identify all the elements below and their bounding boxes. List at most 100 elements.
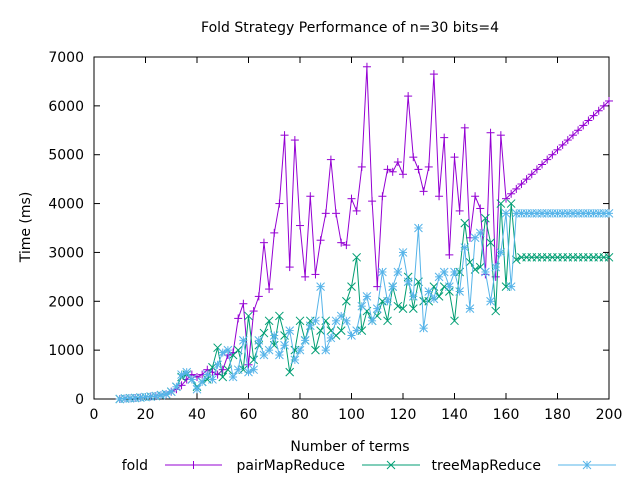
data-point-treeMapReduce bbox=[604, 208, 614, 218]
data-point-fold bbox=[605, 96, 613, 105]
data-point-fold bbox=[388, 167, 397, 176]
data-point-treeMapReduce bbox=[233, 365, 243, 375]
data-point-treeMapReduce bbox=[264, 345, 274, 355]
data-point-pairMapReduce bbox=[408, 304, 418, 313]
data-point-treeMapReduce bbox=[486, 296, 495, 306]
data-point-fold bbox=[538, 160, 547, 169]
data-point-fold bbox=[368, 197, 377, 206]
data-point-treeMapReduce bbox=[290, 355, 300, 365]
y-tick-label: 7000 bbox=[48, 50, 84, 66]
data-point-pairMapReduce bbox=[341, 296, 351, 306]
y-tick-label: 1000 bbox=[48, 343, 84, 359]
data-point-fold bbox=[424, 162, 433, 171]
data-point-treeMapReduce bbox=[424, 287, 434, 296]
data-point-treeMapReduce bbox=[352, 326, 362, 335]
data-point-pairMapReduce bbox=[259, 328, 269, 338]
series-line-fold bbox=[119, 66, 610, 400]
data-point-fold bbox=[574, 126, 583, 135]
data-point-treeMapReduce bbox=[280, 340, 289, 350]
data-point-pairMapReduce bbox=[481, 213, 490, 223]
data-point-treeMapReduce bbox=[455, 287, 465, 296]
y-axis-title: Time (ms) bbox=[18, 192, 34, 264]
x-tick-label: 0 bbox=[90, 407, 99, 423]
data-point-treeMapReduce bbox=[481, 267, 490, 277]
data-point-treeMapReduce bbox=[156, 390, 166, 400]
data-point-fold bbox=[234, 314, 243, 323]
data-point-fold bbox=[435, 192, 444, 201]
data-point-fold bbox=[316, 236, 325, 245]
data-point-treeMapReduce bbox=[326, 333, 336, 343]
data-point-pairMapReduce bbox=[352, 252, 362, 262]
data-point-fold bbox=[419, 187, 428, 196]
data-point-fold bbox=[502, 194, 510, 203]
data-point-fold bbox=[496, 131, 505, 140]
data-point-treeMapReduce bbox=[460, 243, 470, 252]
data-point-pairMapReduce bbox=[264, 316, 274, 326]
data-point-pairMapReduce bbox=[218, 372, 228, 382]
x-tick-label: 180 bbox=[544, 407, 571, 423]
data-point-treeMapReduce bbox=[419, 323, 428, 333]
data-point-fold bbox=[342, 241, 351, 250]
data-point-treeMapReduce bbox=[321, 345, 331, 355]
data-point-fold bbox=[326, 155, 335, 164]
data-point-treeMapReduce bbox=[372, 304, 382, 313]
data-point-fold bbox=[337, 238, 346, 247]
data-point-fold bbox=[522, 175, 531, 184]
data-point-fold bbox=[249, 307, 258, 316]
data-point-fold bbox=[568, 131, 577, 140]
data-point-treeMapReduce bbox=[378, 267, 387, 277]
data-point-pairMapReduce bbox=[491, 306, 501, 316]
data-point-fold bbox=[450, 153, 459, 162]
data-point-treeMapReduce bbox=[275, 350, 284, 360]
x-tick-label: 60 bbox=[240, 407, 258, 423]
data-point-treeMapReduce bbox=[408, 292, 418, 301]
data-point-pairMapReduce bbox=[311, 345, 320, 355]
data-point-fold bbox=[254, 292, 263, 301]
x-tick-label: 120 bbox=[390, 407, 417, 423]
y-axis: 0 1000 2000 3000 4000 5000 6000 7000 bbox=[48, 50, 609, 408]
legend-marker-fold bbox=[189, 461, 198, 469]
data-point-treeMapReduce bbox=[362, 292, 372, 301]
data-point-fold bbox=[378, 192, 387, 201]
data-point-treeMapReduce bbox=[357, 301, 367, 311]
data-point-fold bbox=[383, 165, 392, 174]
data-point-pairMapReduce bbox=[604, 252, 614, 262]
data-point-fold bbox=[476, 204, 485, 213]
plot-border bbox=[93, 56, 610, 400]
data-point-fold bbox=[440, 133, 449, 142]
data-point-treeMapReduce bbox=[197, 377, 207, 387]
data-point-fold bbox=[409, 153, 418, 162]
data-point-fold bbox=[321, 209, 330, 218]
x-tick-label: 140 bbox=[441, 407, 468, 423]
data-point-treeMapReduce bbox=[388, 282, 398, 291]
chart-title: Fold Strategy Performance of n=30 bits=4 bbox=[201, 20, 499, 36]
data-point-treeMapReduce bbox=[439, 267, 449, 277]
data-point-fold bbox=[239, 299, 248, 308]
data-point-treeMapReduce bbox=[254, 336, 264, 345]
data-point-pairMapReduce bbox=[496, 199, 506, 208]
data-point-treeMapReduce bbox=[166, 387, 176, 397]
data-point-fold bbox=[177, 381, 186, 390]
data-point-fold bbox=[527, 170, 536, 179]
data-point-fold bbox=[270, 228, 279, 237]
series-fold bbox=[115, 62, 613, 403]
data-point-treeMapReduce bbox=[429, 294, 439, 304]
data-point-fold bbox=[599, 101, 608, 110]
data-point-fold bbox=[332, 209, 341, 218]
data-point-treeMapReduce bbox=[213, 360, 222, 370]
x-tick-label: 40 bbox=[188, 407, 206, 423]
x-tick-label: 200 bbox=[596, 407, 623, 423]
series-layer bbox=[115, 62, 614, 404]
data-point-fold bbox=[265, 285, 274, 294]
data-point-treeMapReduce bbox=[208, 375, 217, 384]
data-point-pairMapReduce bbox=[285, 367, 295, 377]
data-point-pairMapReduce bbox=[450, 316, 459, 326]
data-point-treeMapReduce bbox=[444, 282, 454, 291]
data-point-pairMapReduce bbox=[393, 301, 403, 311]
legend-marker-pairMapReduce bbox=[386, 460, 396, 470]
data-point-pairMapReduce bbox=[336, 326, 346, 335]
data-point-pairMapReduce bbox=[223, 365, 233, 375]
data-point-fold bbox=[306, 192, 315, 201]
data-point-fold bbox=[563, 136, 572, 145]
data-point-treeMapReduce bbox=[316, 282, 325, 291]
